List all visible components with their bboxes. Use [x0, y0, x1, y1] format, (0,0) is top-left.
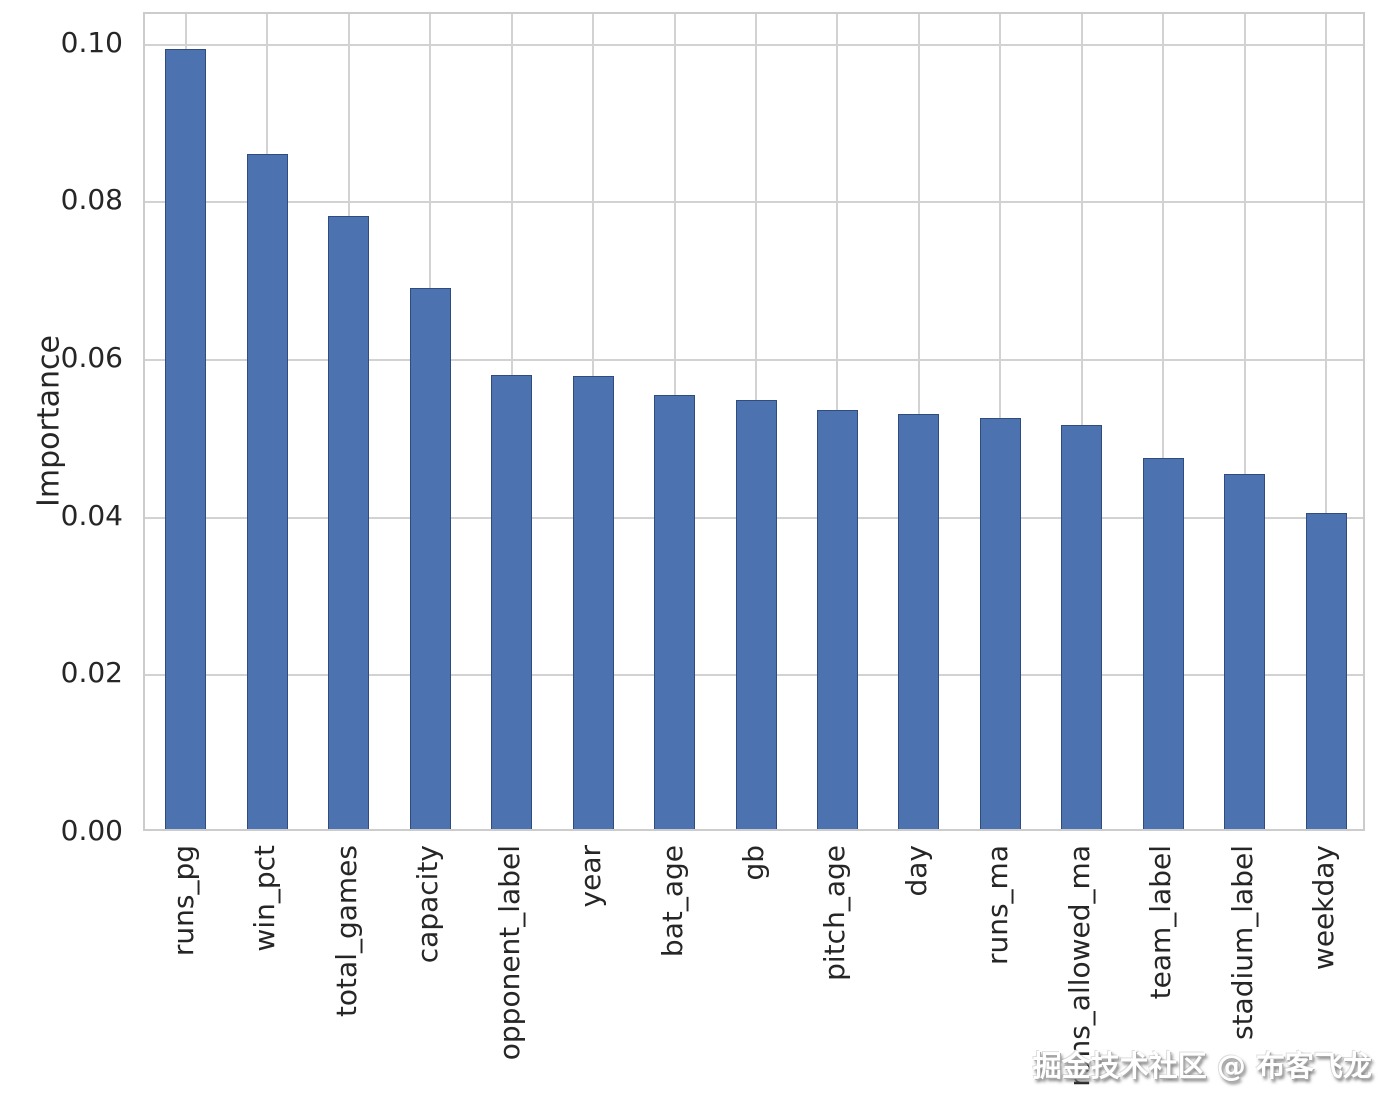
x-tick-label: bat_age: [655, 845, 689, 958]
h-gridline: [145, 359, 1363, 362]
x-tick-label: pitch_age: [818, 845, 852, 981]
plot-area: [143, 12, 1365, 831]
bar-total_games: [328, 215, 370, 829]
bar-runs_ma: [979, 417, 1021, 829]
x-tick-label: opponent_label: [492, 845, 526, 1061]
y-tick-label: 0.08: [60, 183, 123, 217]
bar-win_pct: [246, 154, 288, 829]
x-tick-label: year: [574, 845, 608, 908]
v-gridline: [1243, 14, 1246, 829]
x-tick-label: total_games: [329, 845, 363, 1018]
y-tick-label: 0.06: [60, 341, 123, 375]
x-tick-label: team_label: [1144, 845, 1178, 1000]
x-tick-label: capacity: [411, 845, 445, 964]
bar-capacity: [409, 288, 451, 829]
bar-pitch_age: [816, 409, 858, 829]
bar-team_label: [1142, 457, 1184, 829]
bar-weekday: [1305, 512, 1347, 829]
y-tick-label: 0.02: [60, 656, 123, 690]
y-tick-label: 0.10: [60, 25, 123, 59]
h-gridline: [145, 43, 1363, 46]
x-tick-label: stadium_label: [1225, 845, 1259, 1041]
v-gridline: [1325, 14, 1328, 829]
y-tick-label: 0.00: [60, 814, 123, 847]
bar-runs_pg: [165, 48, 207, 829]
h-gridline: [145, 201, 1363, 204]
x-tick-label: runs_pg: [166, 845, 200, 957]
v-gridline: [1080, 14, 1083, 829]
y-tick-label: 0.04: [60, 498, 123, 532]
x-tick-label: weekday: [1307, 845, 1341, 971]
v-gridline: [1162, 14, 1165, 829]
x-tick-label: day: [899, 845, 933, 897]
bar-stadium_label: [1224, 474, 1266, 829]
bar-opponent_label: [491, 374, 533, 829]
bar-bat_age: [654, 395, 696, 829]
bar-year: [572, 375, 614, 829]
watermark: 掘金技术社区 @ 布客飞龙: [1032, 1049, 1372, 1083]
bar-day: [898, 414, 940, 829]
bar-runs_allowed_ma: [1061, 424, 1103, 829]
x-tick-label: runs_ma: [981, 845, 1015, 966]
bar-gb: [735, 400, 777, 829]
x-tick-label: win_pct: [248, 845, 282, 952]
x-tick-label: gb: [737, 845, 770, 881]
